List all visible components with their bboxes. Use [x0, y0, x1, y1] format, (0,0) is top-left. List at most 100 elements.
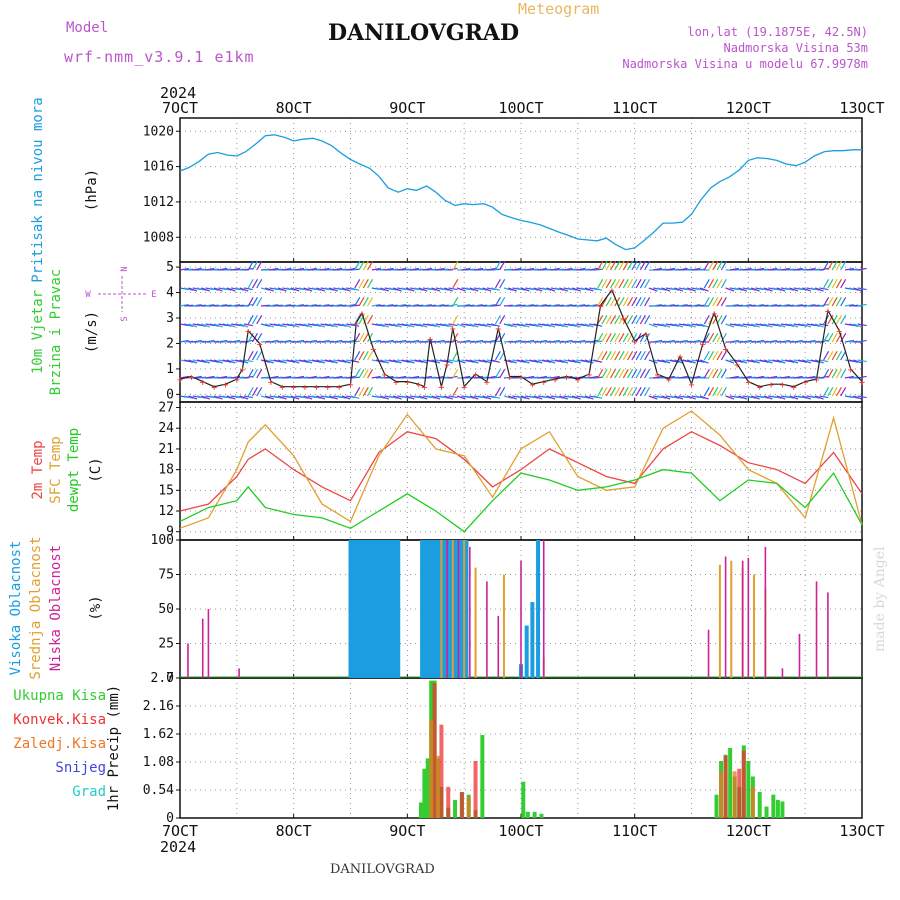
- wind-barb: [265, 359, 274, 364]
- wind-barb: [648, 359, 658, 364]
- wind-barb: [785, 359, 795, 363]
- wind-marker: +: [188, 373, 194, 384]
- high-cloud-bar: [443, 540, 448, 678]
- wind-barb: [712, 351, 719, 361]
- wind-barb: [474, 303, 484, 307]
- y-tick-label: 1.62: [143, 727, 174, 742]
- wind-barb: [542, 287, 552, 291]
- wind-barb: [831, 297, 838, 307]
- wind-barb: [520, 359, 530, 364]
- y-tick-label: 0: [166, 811, 174, 826]
- wind-barb: [768, 267, 778, 271]
- wind-barb: [388, 359, 398, 363]
- wind-barb: [299, 359, 309, 363]
- wind-barb: [422, 303, 432, 307]
- y-tick-label: 15: [158, 483, 174, 498]
- model-label: Model: [66, 20, 109, 36]
- wind-barb: [494, 315, 501, 325]
- wind-barb: [635, 387, 642, 397]
- wind-barb: [367, 261, 374, 271]
- wind-barb: [567, 287, 577, 291]
- wind-barb: [222, 395, 232, 399]
- wind-barb: [716, 279, 723, 289]
- wind-marker: +: [745, 378, 751, 389]
- wind-barb: [687, 287, 696, 292]
- wind-barb: [567, 323, 577, 327]
- wind-barb: [789, 323, 799, 328]
- wind-barb: [665, 303, 675, 307]
- wind-barb: [844, 303, 854, 307]
- mid-cloud-bar: [502, 574, 505, 678]
- wind-barb: [746, 323, 756, 327]
- wind-barb: [333, 339, 343, 343]
- wind-barb: [469, 287, 479, 292]
- y-tick-label: 50: [158, 602, 174, 617]
- wind-barb: [750, 359, 760, 364]
- high-cloud-bar: [454, 540, 459, 678]
- wind-barb: [222, 287, 232, 291]
- wind-marker: +: [643, 329, 649, 340]
- wind-barb: [512, 267, 522, 271]
- wind-barb: [273, 395, 283, 399]
- wind-barb: [222, 359, 232, 363]
- wind-barb: [644, 351, 651, 361]
- y-tick-label: 1.08: [143, 755, 174, 770]
- wind-marker: +: [177, 375, 183, 386]
- wind-barb: [738, 287, 748, 292]
- wind-marker: +: [575, 375, 581, 386]
- wind-barb: [256, 279, 263, 289]
- wind-barb: [622, 351, 629, 361]
- high-cloud-bar: [524, 625, 529, 678]
- wind-barb: [687, 323, 696, 328]
- wind-barb: [780, 267, 790, 271]
- wind-barb: [831, 387, 838, 397]
- wind-barb: [674, 323, 684, 328]
- wind-barb: [827, 369, 834, 379]
- wind-barb: [461, 267, 471, 271]
- wind-marker: +: [632, 337, 638, 348]
- wind-barb: [759, 287, 769, 291]
- wind-barb: [708, 387, 715, 397]
- wind-barb: [239, 395, 249, 400]
- wind-barb: [251, 387, 258, 397]
- wind-barb: [192, 339, 202, 343]
- wind-barb: [853, 287, 863, 292]
- wind-barb: [247, 261, 254, 271]
- wind-barb: [337, 287, 347, 291]
- wind-barb: [627, 279, 634, 289]
- wind-barb: [286, 287, 296, 291]
- wind-barb: [354, 351, 361, 361]
- wind-barb: [627, 369, 634, 379]
- wind-barb: [448, 395, 458, 399]
- strat-precip-bar: [436, 755, 441, 818]
- wind-barb: [840, 387, 847, 397]
- conv-precip-bar: [459, 792, 464, 818]
- wind-marker: +: [609, 286, 615, 297]
- wind-barb: [465, 323, 475, 327]
- conv-precip-bar: [446, 786, 451, 818]
- wind-marker: +: [234, 375, 240, 386]
- wind-barb: [316, 359, 326, 364]
- wind-barb: [328, 287, 338, 292]
- high-cloud-bar: [375, 540, 380, 678]
- wind-barb: [831, 315, 838, 325]
- wind-barb: [397, 375, 407, 379]
- wind-barb: [260, 395, 270, 399]
- wind-barb: [691, 303, 701, 307]
- wind-barb: [494, 351, 501, 361]
- low-cloud-bar: [207, 609, 210, 678]
- wind-barb: [622, 261, 629, 271]
- wind-barb: [196, 395, 206, 399]
- wind-barb: [294, 375, 305, 379]
- wind-barb: [277, 287, 287, 292]
- location-line: lon,lat (19.1875E, 42.5N): [687, 25, 868, 39]
- wind-barb: [247, 279, 254, 289]
- wind-barb: [456, 287, 466, 292]
- wind-barb: [580, 323, 590, 327]
- wind-barb: [708, 351, 715, 361]
- wind-barb: [729, 339, 739, 343]
- wind-ylabel: 10m Vjetar: [30, 290, 46, 374]
- wind-barb: [593, 359, 603, 363]
- wind-barb: [392, 359, 402, 364]
- wind-barb: [661, 323, 671, 328]
